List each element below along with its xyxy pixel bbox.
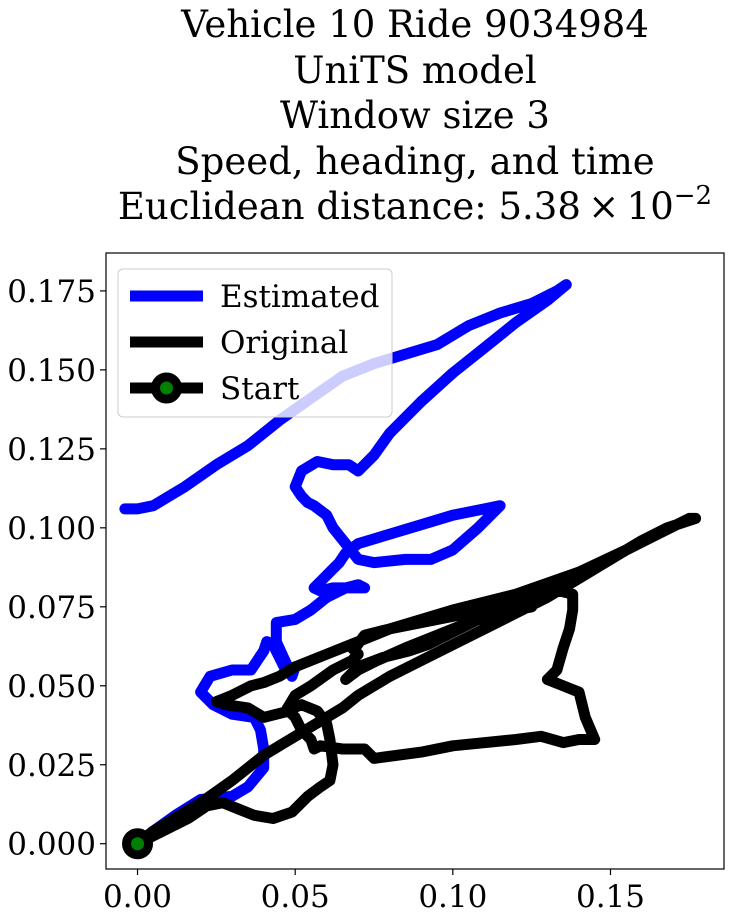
y-tick-label: 0.175 xyxy=(7,274,96,310)
series-layer xyxy=(119,279,702,860)
y-tick-label: 0.050 xyxy=(7,669,96,705)
title-metric-label: Euclidean distance: xyxy=(117,185,499,228)
legend: Estimated Original Start xyxy=(117,268,393,418)
title-line-metric: Euclidean distance: 5.38 × 10−2 xyxy=(0,181,732,230)
title-metric-exponent: −2 xyxy=(673,181,713,211)
legend-label-start: Start xyxy=(220,371,300,407)
y-tick-label: 0.125 xyxy=(7,432,96,468)
series-line-original xyxy=(132,512,702,850)
y-tick-label: 0.000 xyxy=(7,827,96,863)
x-axis: 0.00 0.05 0.10 0.15 xyxy=(103,869,645,915)
title-line-features: Speed, heading, and time xyxy=(175,139,655,183)
title-line-window: Window size 3 xyxy=(280,94,550,137)
y-axis: 0.000 0.025 0.050 0.075 0.100 0.125 0.150 0.175 xyxy=(7,274,106,863)
title-metric-value: 5.38 × 10 xyxy=(498,185,674,228)
legend-box xyxy=(117,268,393,418)
series-line-estimated xyxy=(119,279,572,850)
y-tick-label: 0.025 xyxy=(7,748,96,784)
x-tick-label: 0.15 xyxy=(576,879,645,915)
plot-frame xyxy=(105,252,725,870)
x-tick-label: 0.00 xyxy=(103,879,172,915)
y-tick-label: 0.075 xyxy=(7,590,96,626)
start-marker xyxy=(122,828,154,860)
legend-start-marker xyxy=(151,372,182,404)
legend-label-estimated: Estimated xyxy=(220,279,379,315)
chart-title: Vehicle 10 Ride 9034984 UniTS model Wind… xyxy=(0,2,732,230)
legend-label-original: Original xyxy=(220,325,348,361)
y-tick-label: 0.100 xyxy=(7,511,96,547)
y-tick-label: 0.150 xyxy=(7,353,96,389)
title-line-ride: Vehicle 10 Ride 9034984 xyxy=(181,3,649,46)
title-line-model: UniTS model xyxy=(293,48,537,92)
x-tick-label: 0.05 xyxy=(261,879,330,915)
x-tick-label: 0.10 xyxy=(418,879,487,915)
